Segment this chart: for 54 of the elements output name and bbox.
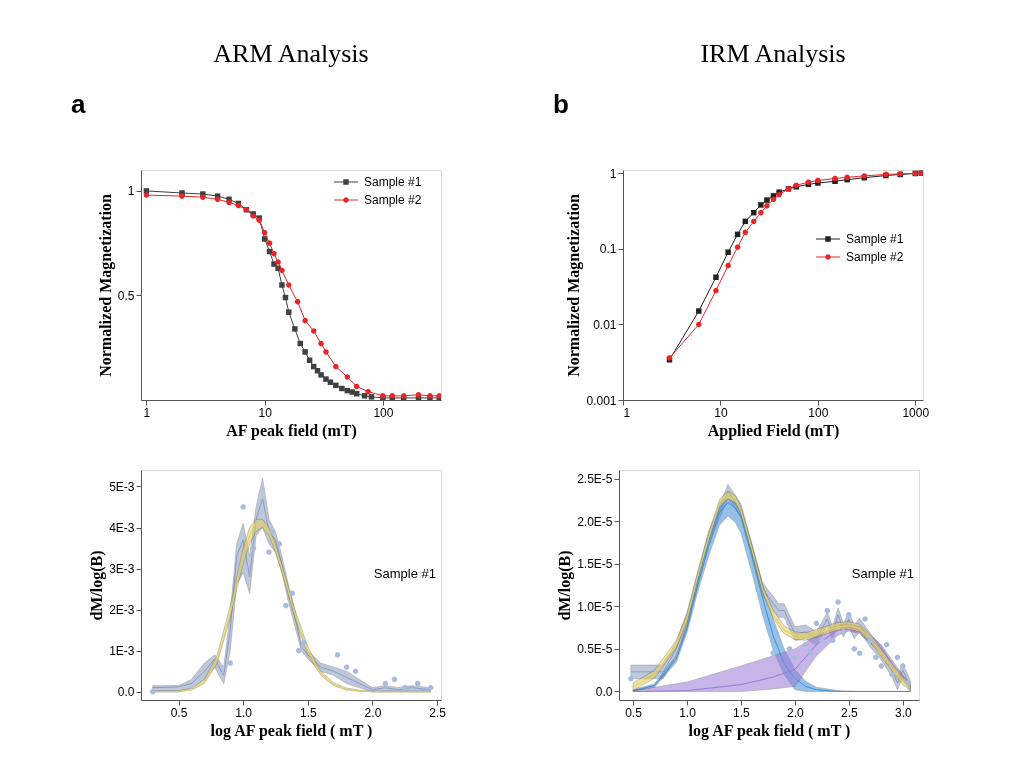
x-axis-title: log AF peak field ( mT ) [210, 721, 373, 740]
x-tick-label: 0.5 [625, 705, 643, 720]
y-axis-title: Normalized Magnetization [96, 194, 115, 377]
x-axis-title: log AF peak field ( mT ) [688, 721, 851, 740]
y-tick-label: 1.5E-5 [577, 557, 613, 572]
x-tick-label: 2.5 [429, 705, 447, 720]
x-tick-label: 1000 [902, 405, 930, 420]
y-axis-title: dM/log(B) [88, 550, 107, 621]
x-tick-label: 3.0 [894, 705, 912, 720]
x-tick-label: 1 [623, 405, 631, 420]
y-tick-label: 2.0E-5 [577, 514, 613, 529]
x-tick-label: 10 [714, 405, 728, 420]
x-tick-label: 1.0 [679, 705, 697, 720]
x-tick-label: 10 [258, 405, 273, 420]
y-tick-label: 0.5 [117, 288, 135, 303]
x-tick-label: 1 [143, 405, 151, 420]
y-tick-label: 1 [127, 184, 135, 199]
chart-title: IRM Analysis [700, 39, 846, 68]
x-tick-label: 100 [808, 405, 829, 420]
y-tick-label: 2.5E-5 [577, 472, 613, 487]
text: a [71, 89, 86, 119]
y-tick-label: 0.5E-5 [577, 642, 613, 657]
y-tick-label: 0.01 [593, 317, 617, 332]
y-tick-label: 5E-3 [109, 479, 135, 494]
y-axis-title: dM/log(B) [556, 550, 575, 621]
y-tick-label: 0.0 [595, 684, 613, 699]
annotation: Sample #1 [373, 565, 436, 581]
y-tick-label: 3E-3 [109, 562, 135, 577]
annotation: Sample #1 [851, 565, 914, 581]
y-axis-title: Normalized Magnetization [565, 194, 584, 377]
y-tick-label: 2E-3 [109, 603, 135, 618]
y-tick-label: 1.0E-5 [577, 599, 613, 614]
y-tick-label: 1 [609, 166, 617, 181]
y-tick-label: 0.0 [117, 685, 135, 700]
x-tick-label: 1.0 [235, 705, 253, 720]
x-tick-label: 1.5 [733, 705, 751, 720]
x-tick-label: 0.5 [170, 705, 188, 720]
x-axis-title: Applied Field (mT) [707, 421, 840, 440]
x-tick-label: 2.5 [841, 705, 859, 720]
y-tick-label: 4E-3 [109, 521, 135, 535]
x-tick-label: 1.5 [299, 705, 317, 720]
x-tick-label: 2.0 [787, 705, 805, 720]
x-axis-title: AF peak field (mT) [226, 421, 357, 440]
legend-label: Sample #2 [364, 193, 422, 207]
legend-label: Sample #2 [846, 250, 904, 264]
y-tick-label: 0.1 [599, 242, 617, 257]
legend-label: Sample #1 [364, 175, 422, 189]
text: b [553, 89, 569, 119]
y-tick-label: 0.001 [586, 393, 617, 408]
chart-title: ARM Analysis [213, 39, 369, 68]
legend-label: Sample #1 [846, 232, 904, 246]
x-tick-label: 100 [373, 405, 394, 420]
x-tick-label: 2.0 [364, 705, 382, 720]
y-tick-label: 1E-3 [109, 644, 135, 659]
